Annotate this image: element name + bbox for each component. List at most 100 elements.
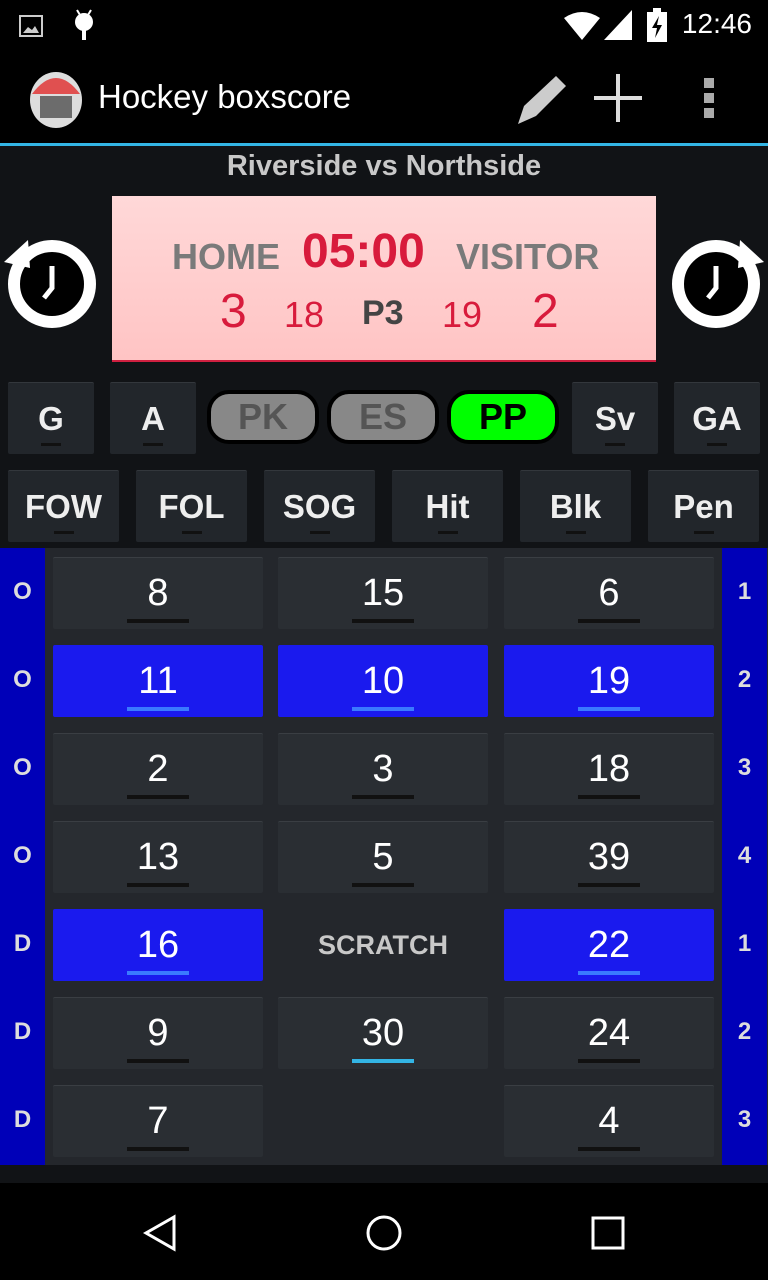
player-underline <box>578 707 640 711</box>
player-button[interactable]: 9 <box>53 997 263 1069</box>
faceoff-won-button[interactable]: FOW <box>8 470 119 542</box>
player-button[interactable]: 3 <box>278 733 488 805</box>
strength-pp-button[interactable]: PP <box>447 390 559 444</box>
status-time: 12:46 <box>681 8 752 39</box>
period[interactable]: P3 <box>362 294 404 332</box>
clock-forward-icon[interactable] <box>666 232 766 332</box>
player-button[interactable]: 13 <box>53 821 263 893</box>
player-button[interactable]: 7 <box>53 1085 263 1157</box>
player-underline <box>578 883 640 887</box>
player-number: 22 <box>587 923 631 966</box>
player-number: 10 <box>361 659 405 702</box>
player-number: 39 <box>587 836 631 878</box>
game-clock[interactable]: 05:00 <box>302 225 425 278</box>
player-number: 4 <box>598 1100 620 1142</box>
pencil-icon[interactable] <box>514 72 570 128</box>
player-button[interactable]: 18 <box>504 733 714 805</box>
penalty-button[interactable]: Pen <box>648 470 759 542</box>
android-icon <box>75 9 93 40</box>
player-number: SCRATCH <box>318 929 448 960</box>
player-underline <box>352 1059 414 1063</box>
player-number: 19 <box>587 659 631 702</box>
app-logo-helmet[interactable] <box>28 68 84 128</box>
hit-button[interactable]: Hit <box>392 470 503 542</box>
goals-against-button[interactable]: GA <box>674 382 760 454</box>
player-number: 8 <box>147 572 169 614</box>
player-button[interactable]: 2 <box>53 733 263 805</box>
action-bar-divider <box>0 143 768 146</box>
position-label: D <box>13 1018 32 1045</box>
plus-icon[interactable] <box>592 72 644 124</box>
position-label: D <box>13 930 32 957</box>
player-underline <box>352 883 414 887</box>
back-icon[interactable] <box>140 1213 180 1253</box>
player-button[interactable]: 30 <box>278 997 488 1069</box>
home-label: HOME <box>172 236 280 277</box>
player-underline <box>127 1059 189 1063</box>
home-icon[interactable] <box>364 1213 404 1253</box>
player-number: 9 <box>147 1012 169 1054</box>
player-button[interactable]: 4 <box>504 1085 714 1157</box>
player-underline <box>127 707 189 711</box>
player-number: 11 <box>138 659 178 702</box>
wifi-icon <box>564 12 600 40</box>
player-button[interactable]: 5 <box>278 821 488 893</box>
line-number-label: 1 <box>737 930 752 957</box>
player-number: 16 <box>136 923 180 966</box>
player-button[interactable]: 16 <box>53 909 263 981</box>
player-number: 7 <box>147 1100 169 1142</box>
position-label: O <box>13 754 32 781</box>
player-button[interactable]: 8 <box>53 557 263 629</box>
player-button[interactable]: 11 <box>53 645 263 717</box>
position-label: O <box>13 842 32 869</box>
player-button[interactable]: 19 <box>504 645 714 717</box>
strength-es-button[interactable]: ES <box>327 390 439 444</box>
player-underline <box>578 619 640 623</box>
player-underline <box>578 1059 640 1063</box>
player-number: 30 <box>361 1012 405 1054</box>
player-button[interactable]: 22 <box>504 909 714 981</box>
position-labels: O O O O D D D <box>0 548 45 1165</box>
line-number-label: 3 <box>737 1106 752 1133</box>
player-underline <box>352 795 414 799</box>
position-label: O <box>13 666 32 693</box>
player-underline <box>127 795 189 799</box>
faceoff-lost-button[interactable]: FOL <box>136 470 247 542</box>
assist-button[interactable]: A <box>110 382 196 454</box>
line-labels: 1 2 3 4 1 2 3 <box>722 548 767 1165</box>
player-button[interactable]: 24 <box>504 997 714 1069</box>
position-label: O <box>13 578 32 605</box>
home-score: 3 <box>220 285 247 338</box>
navigation-bar <box>0 1183 768 1280</box>
position-label: D <box>13 1106 32 1133</box>
recents-icon[interactable] <box>590 1215 626 1251</box>
clock-rewind-icon[interactable] <box>2 232 102 332</box>
battery-charging-icon <box>647 8 667 42</box>
home-shots: 18 <box>284 294 325 335</box>
overflow-menu-icon[interactable] <box>702 76 718 122</box>
visitor-score: 2 <box>532 285 559 338</box>
player-number: 6 <box>598 572 620 614</box>
player-button[interactable]: 6 <box>504 557 714 629</box>
player-underline <box>127 1147 189 1151</box>
goal-button[interactable]: G <box>8 382 94 454</box>
save-button[interactable]: Sv <box>572 382 658 454</box>
scoreboard: HOME 05:00 VISITOR 3 18 P3 19 2 <box>112 196 656 362</box>
line-number-label: 1 <box>737 578 752 605</box>
match-title: Riverside vs Northside <box>226 150 542 182</box>
block-button[interactable]: Blk <box>520 470 631 542</box>
player-underline <box>352 707 414 711</box>
player-underline <box>352 619 414 623</box>
player-number: 15 <box>361 572 405 614</box>
player-button[interactable]: 39 <box>504 821 714 893</box>
player-underline <box>578 795 640 799</box>
strength-pk-button[interactable]: PK <box>207 390 319 444</box>
line-number-label: 2 <box>737 666 752 693</box>
player-number: 2 <box>147 748 169 790</box>
image-icon <box>19 15 43 37</box>
player-button[interactable]: 10 <box>278 645 488 717</box>
shot-on-goal-button[interactable]: SOG <box>264 470 375 542</box>
line-number-label: 2 <box>737 1018 752 1045</box>
player-button[interactable]: 15 <box>278 557 488 629</box>
visitor-shots: 19 <box>442 294 483 335</box>
